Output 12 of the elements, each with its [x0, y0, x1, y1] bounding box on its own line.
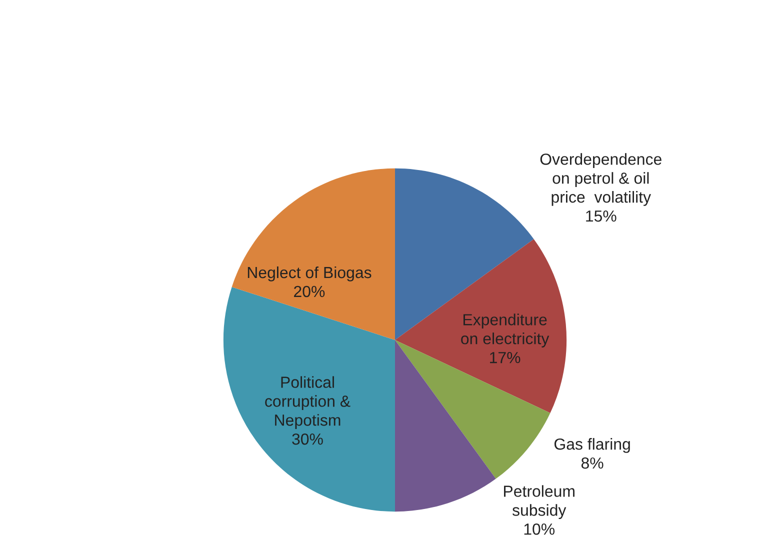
slice-label: Overdependence on petrol & oil price volatility — [540, 153, 662, 206]
slice-label: Political corruption & Nepotism — [265, 376, 350, 429]
data-label: 10% — [524, 523, 555, 535]
slice-label: Gas flaring — [554, 438, 630, 453]
data-label: 20% — [294, 286, 325, 298]
slice-label: Petroleum subsidy — [504, 485, 574, 520]
slice-label: Neglect of Biogas — [248, 266, 372, 282]
data-label: 15% — [586, 210, 616, 222]
data-label: 8% — [581, 457, 604, 469]
data-label: 17% — [490, 352, 520, 364]
slice-label: Expenditure on electricity — [461, 314, 550, 348]
data-label: 30% — [292, 433, 323, 445]
